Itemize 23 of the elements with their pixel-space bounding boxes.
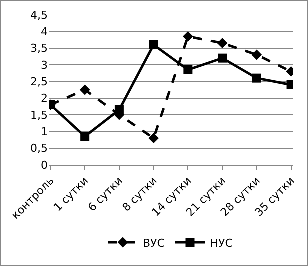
point (252, 50, 262, 60)
y-tick-label: 1,5 (30, 108, 48, 122)
point (184, 66, 193, 74)
y-tick-label: 1 (41, 126, 48, 139)
point (149, 40, 158, 50)
point (217, 38, 228, 49)
y-tick-label: 3 (41, 58, 48, 72)
point (252, 74, 262, 83)
y-tick-label: 0 (41, 158, 48, 172)
point (114, 106, 124, 114)
y-tick-label: 2,5 (30, 76, 48, 89)
legend-label: НУС (210, 236, 234, 250)
point (218, 54, 228, 63)
y-tick-label: 2 (41, 92, 48, 106)
legend-label: ВУС (143, 236, 166, 250)
point (80, 132, 90, 142)
y-tick-label: 0,5 (30, 142, 48, 156)
point (80, 84, 90, 96)
y-tick-label: 4 (41, 26, 48, 39)
point (182, 31, 194, 42)
y-tick-label: 3,5 (30, 42, 48, 56)
y-tick-label: 4,5 (30, 8, 48, 22)
point (148, 133, 160, 144)
